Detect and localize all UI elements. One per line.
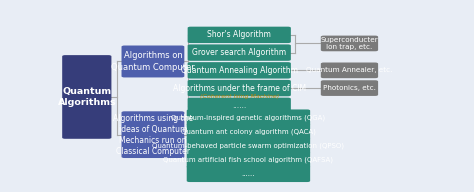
Text: Shor's Algorithm: Shor's Algorithm — [207, 30, 271, 39]
FancyBboxPatch shape — [188, 62, 291, 79]
Text: Quantum
Algorithms: Quantum Algorithms — [57, 87, 116, 107]
Text: Quantum-behaved particle swarm optimization (QPSO): Quantum-behaved particle swarm optimizat… — [153, 142, 345, 149]
Text: Superconducter
Ion trap, etc.: Superconducter Ion trap, etc. — [320, 37, 378, 50]
FancyBboxPatch shape — [187, 123, 310, 140]
FancyBboxPatch shape — [321, 80, 378, 96]
FancyBboxPatch shape — [62, 55, 111, 139]
Text: Quantum artificial fish school algorithm (QAFSA): Quantum artificial fish school algorithm… — [164, 156, 333, 163]
FancyBboxPatch shape — [187, 166, 310, 182]
FancyBboxPatch shape — [187, 152, 310, 168]
FancyBboxPatch shape — [188, 27, 291, 43]
FancyBboxPatch shape — [121, 46, 184, 77]
FancyBboxPatch shape — [321, 63, 378, 78]
Text: ......: ...... — [242, 171, 255, 177]
Text: ......: ...... — [232, 101, 246, 110]
FancyBboxPatch shape — [121, 111, 184, 158]
FancyBboxPatch shape — [321, 36, 378, 51]
Text: Grover search Algorithm: Grover search Algorithm — [192, 48, 286, 57]
FancyBboxPatch shape — [187, 137, 310, 154]
FancyBboxPatch shape — [188, 80, 291, 96]
Text: Photonics, etc.: Photonics, etc. — [323, 85, 376, 91]
FancyBboxPatch shape — [188, 44, 291, 61]
Text: (Coherent Ising Machine): (Coherent Ising Machine) — [200, 94, 279, 99]
Text: Quantum Annealing Algorithm: Quantum Annealing Algorithm — [181, 66, 298, 75]
Text: Algorithms on
Quantum Computer: Algorithms on Quantum Computer — [111, 51, 195, 72]
Text: Algorithms under the frame of CIM: Algorithms under the frame of CIM — [173, 84, 306, 93]
Text: Algorithms using the
ideas of Quantum
Mechanics run on
Classical Computer: Algorithms using the ideas of Quantum Me… — [113, 113, 193, 156]
Text: Quantum-inspired genetic algorithms (QGA): Quantum-inspired genetic algorithms (QGA… — [172, 114, 326, 121]
Text: Quantum ant colony algorithm (QACA): Quantum ant colony algorithm (QACA) — [181, 128, 316, 135]
Text: Quantum Annealer, etc.: Quantum Annealer, etc. — [306, 67, 392, 73]
FancyBboxPatch shape — [187, 109, 310, 126]
FancyBboxPatch shape — [188, 98, 291, 114]
